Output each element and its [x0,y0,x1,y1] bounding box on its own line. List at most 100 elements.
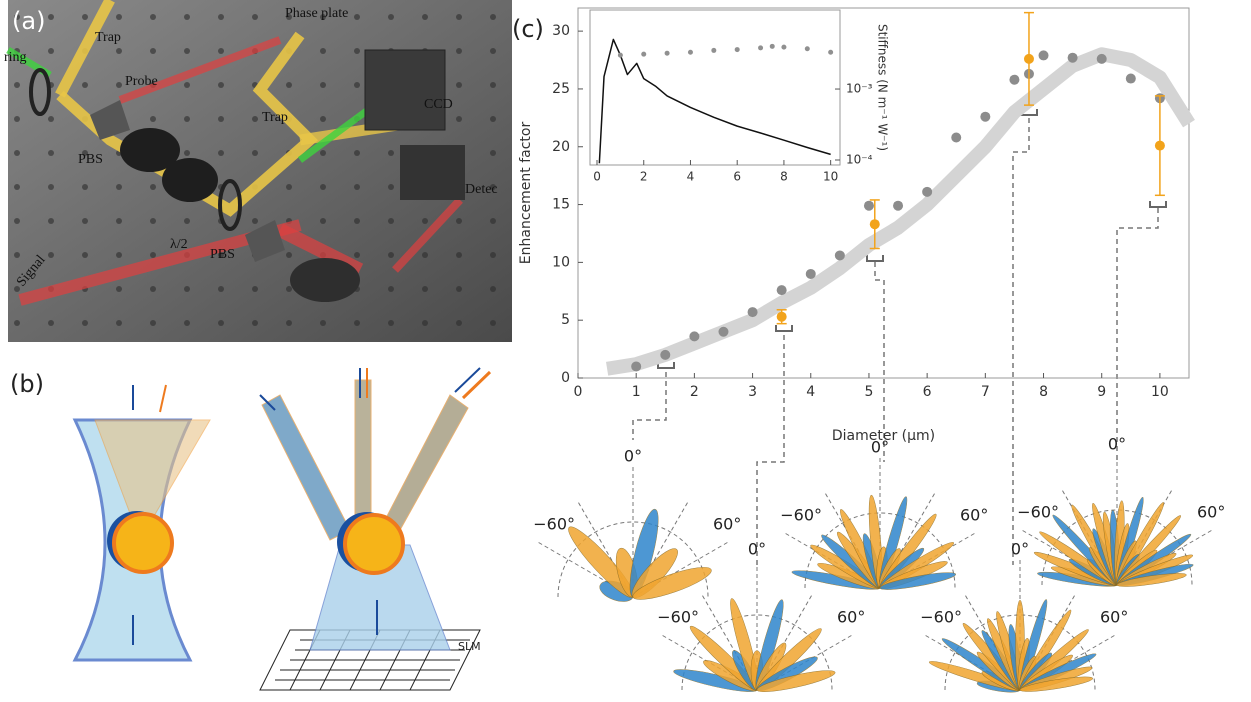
pbs [90,100,130,140]
point [711,47,717,53]
polar-ray [1116,529,1213,586]
point [1038,50,1049,61]
ring [218,179,242,231]
arrow [461,370,492,400]
arrow [259,394,276,411]
polar-plot: 0° −60° 60° [657,540,865,693]
x-tick-label: 7 [981,384,990,400]
polar-ray [756,594,813,691]
point [687,49,693,55]
x-tick-label: 6 [923,384,932,400]
particle [343,513,405,575]
point [641,51,647,57]
annotation: ring [4,50,27,65]
point [869,219,880,230]
point [951,132,962,143]
point [1125,73,1136,84]
polar-label: 0° [624,447,642,466]
x-tick-label: 2 [640,170,648,184]
x-tick-label: 0 [593,170,601,184]
lobe [1116,573,1187,587]
polar-label: −60° [533,515,575,534]
point [617,52,623,58]
beam [261,394,351,541]
annotation: Phase plate [285,6,348,21]
annotation: Detec [465,182,498,197]
polar-label: 60° [960,506,988,525]
particle [112,512,174,574]
x-tick-label: 6 [733,170,741,184]
x-tick-label: 5 [864,384,873,400]
point [980,111,991,122]
polar-plot: 0° −60° 60° [780,438,988,590]
point [664,50,670,56]
point [776,311,787,322]
plot-frame [577,7,1190,379]
polar-ray [537,541,634,598]
ring [29,68,51,116]
y-tick-label: 25 [552,81,570,97]
y-tick-label: 15 [552,197,570,213]
polar-label: 60° [1197,503,1225,522]
y-tick-label: 5 [561,312,570,328]
x-tick-label: 2 [690,384,699,400]
annotation: CCD [424,97,453,112]
polar-ray [879,532,976,589]
connectors [632,118,1159,565]
point [834,250,845,261]
x-tick-label: 8 [780,170,788,184]
x-tick-label: 4 [806,384,815,400]
beam [384,394,469,531]
polar-ray [701,594,758,691]
point [1096,53,1107,64]
point [1154,140,1165,151]
y-tick-label: 30 [552,23,570,39]
ccd [364,49,446,131]
polar-label: −60° [1017,503,1059,522]
y-tick-label: 10⁻⁴ [846,152,873,166]
trap-beam [55,0,115,98]
annotation: PBS [210,247,235,262]
polar-label: 0° [1011,540,1029,559]
arrow [159,384,167,413]
lens [120,128,180,172]
annotation: PBS [78,152,103,167]
mirror [290,258,360,302]
detector [400,145,465,200]
polar-ray [964,594,1021,691]
x-tick-label: 10 [1151,384,1169,400]
probe-beam [118,36,282,104]
line [605,47,1195,376]
lobe [632,567,712,600]
polar-label: 60° [1100,608,1128,627]
beam [354,379,372,531]
polar-plot: 0° −60° 60° [920,540,1128,693]
point [1067,52,1078,63]
point [718,326,729,337]
deflected-beam [94,419,211,542]
point [1009,74,1020,85]
lobe [879,572,956,590]
polar-ray [632,501,689,598]
polar-label: −60° [920,608,962,627]
panel-label: (c) [512,15,544,43]
x-tick-label: 1 [632,384,641,400]
annotation: λ/2 [170,237,188,252]
point [776,285,787,296]
panel-label: (a) [12,7,45,35]
polar-label: 60° [837,608,865,627]
x-tick-label: 8 [1039,384,1048,400]
point [631,361,642,372]
x-axis-label: Diameter (μm) [832,428,935,444]
y-axis-label: Stiffness (N m⁻¹ W⁻¹) [876,24,890,151]
point [893,200,904,211]
panel-label: (b) [10,370,44,398]
polar-ray [661,634,758,691]
point [1023,53,1034,64]
point [734,47,740,53]
polar-ray [1019,634,1116,691]
point [781,44,787,50]
point [769,43,775,49]
x-tick-label: 4 [687,170,695,184]
